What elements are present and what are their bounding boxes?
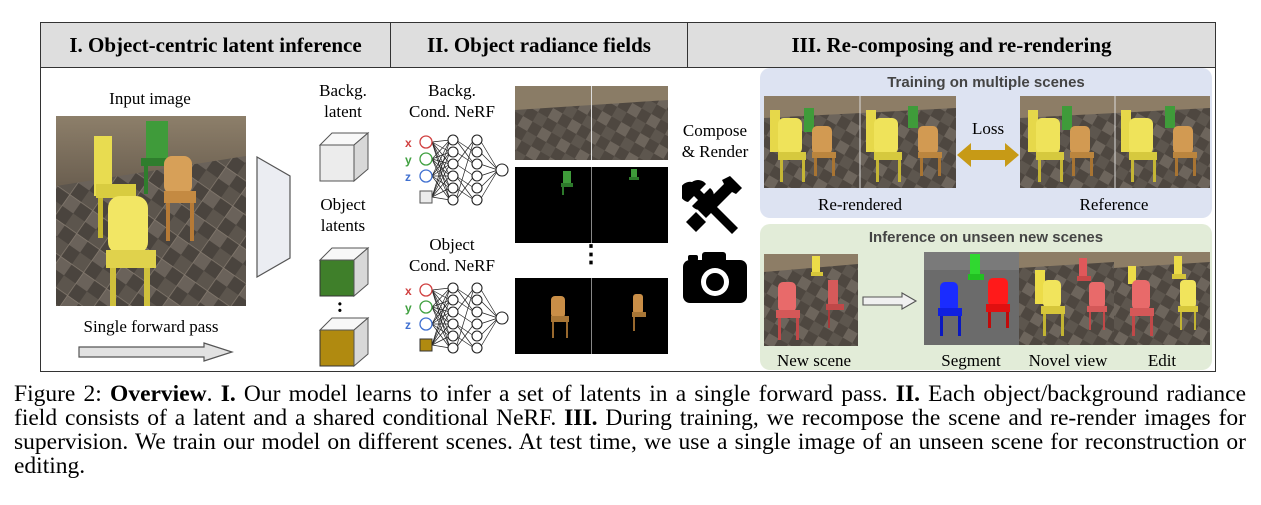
novel-view-image xyxy=(1019,252,1114,345)
coord-x-label: x xyxy=(405,284,412,298)
wrench-screwdriver-icon xyxy=(682,176,742,234)
rerendered-label: Re-rendered xyxy=(817,195,902,214)
encoder-trapezoid-icon xyxy=(256,156,291,278)
inference-title: Inference on unseen new scenes xyxy=(868,229,1104,246)
cube-icon xyxy=(318,131,370,183)
training-title: Training on multiple scenes xyxy=(887,74,1085,91)
arrow-right-icon xyxy=(78,342,234,362)
backg-latent-label: Backg. latent xyxy=(319,81,367,121)
single-forward-pass-label: Single forward pass xyxy=(83,317,219,336)
cube-icon xyxy=(318,246,370,298)
compose-render-label: Compose & Render xyxy=(681,121,749,161)
background-render-images xyxy=(515,86,668,160)
segment-label: Segment xyxy=(941,351,1001,370)
input-image-label: Input image xyxy=(109,89,191,108)
object-render-orange xyxy=(515,278,668,354)
coord-z-label: z xyxy=(405,318,411,332)
reference-images xyxy=(1020,96,1210,188)
backg-nerf-label: Backg. Cond. NeRF xyxy=(409,81,495,121)
coord-y-label: y xyxy=(405,301,412,315)
segment-image xyxy=(924,252,1019,345)
arrow-right-icon xyxy=(862,292,918,310)
coord-x-label: x xyxy=(405,136,412,150)
object-render-green xyxy=(515,167,668,243)
edit-image xyxy=(1114,252,1210,345)
loss-label: Loss xyxy=(971,119,1005,138)
coord-z-label: z xyxy=(405,170,411,184)
render-vdots: ⋮ xyxy=(579,242,603,268)
cube-icon xyxy=(318,316,370,368)
edit-label: Edit xyxy=(1147,351,1177,370)
coord-y-label: y xyxy=(405,153,412,167)
new-scene-image xyxy=(764,254,858,346)
new-scene-label: New scene xyxy=(776,351,852,370)
input-image xyxy=(56,116,246,306)
section-header-2: II. Object radiance fields xyxy=(391,23,688,68)
reference-label: Reference xyxy=(1079,195,1149,214)
camera-icon xyxy=(683,252,747,303)
novel-view-label: Novel view xyxy=(1028,351,1108,370)
backg-nerf-network-diagram xyxy=(419,134,509,206)
section-header-1: I. Object-centric latent inference xyxy=(41,23,391,68)
rerendered-images xyxy=(764,96,956,188)
object-latents-label: Object latents xyxy=(320,195,366,235)
object-nerf-label: Object Cond. NeRF xyxy=(409,235,495,275)
object-nerf-network-diagram xyxy=(419,282,509,354)
figure-caption: Figure 2: Overview. I. Our model learns … xyxy=(14,381,1246,479)
latent-vdots: : xyxy=(336,295,344,317)
section-header-3: III. Re-composing and re-rendering xyxy=(688,23,1215,68)
double-arrow-icon xyxy=(957,143,1019,167)
